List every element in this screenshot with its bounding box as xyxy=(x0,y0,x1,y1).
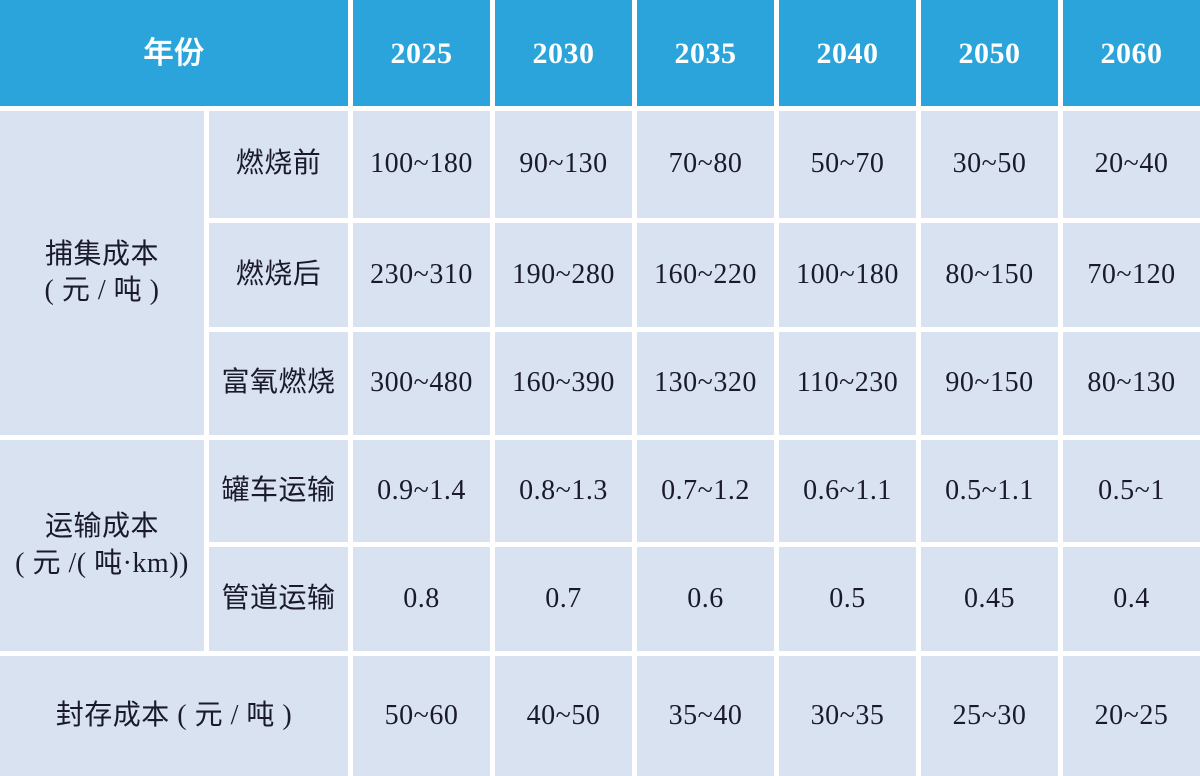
group-label-transport-line1: 运输成本 xyxy=(44,511,159,543)
row-label-tanker-transport: 罐车运输 xyxy=(209,440,348,542)
header-cell-2060: 2060 xyxy=(1063,0,1200,106)
group-label-capture-line1: 捕集成本 xyxy=(44,238,159,270)
data-cell: 35~40 xyxy=(637,656,774,776)
data-cell: 0.7~1.2 xyxy=(637,440,774,542)
header-cell-2050: 2050 xyxy=(921,0,1058,106)
data-cell: 300~480 xyxy=(353,332,490,435)
row-label-oxyfuel-combustion: 富氧燃烧 xyxy=(209,332,348,435)
data-cell: 90~130 xyxy=(495,111,632,218)
row-label-pre-combustion: 燃烧前 xyxy=(209,111,348,218)
group-label-transport-line2: ( 元 /( 吨·km)) xyxy=(15,547,189,579)
data-cell: 0.8 xyxy=(353,547,490,651)
group-label-capture-line2: ( 元 / 吨 ) xyxy=(44,275,160,306)
header-cell-2035: 2035 xyxy=(637,0,774,106)
data-cell: 110~230 xyxy=(779,332,916,435)
group-label-transport-cost: 运输成本 ( 元 /( 吨·km)) xyxy=(0,440,204,651)
data-cell: 30~50 xyxy=(921,111,1058,218)
data-cell: 50~60 xyxy=(353,656,490,776)
data-cell: 90~150 xyxy=(921,332,1058,435)
group-label-capture-cost: 捕集成本 ( 元 / 吨 ) xyxy=(0,111,204,435)
data-cell: 70~120 xyxy=(1063,223,1200,327)
data-cell: 20~25 xyxy=(1063,656,1200,776)
data-cell: 0.5 xyxy=(779,547,916,651)
data-cell: 40~50 xyxy=(495,656,632,776)
header-cell-2030: 2030 xyxy=(495,0,632,106)
data-cell: 160~390 xyxy=(495,332,632,435)
row-label-storage-cost: 封存成本 ( 元 / 吨 ) xyxy=(0,656,348,776)
data-cell: 25~30 xyxy=(921,656,1058,776)
data-cell: 0.5~1 xyxy=(1063,440,1200,542)
data-cell: 160~220 xyxy=(637,223,774,327)
data-cell: 0.45 xyxy=(921,547,1058,651)
data-cell: 0.4 xyxy=(1063,547,1200,651)
data-cell: 0.9~1.4 xyxy=(353,440,490,542)
data-cell: 50~70 xyxy=(779,111,916,218)
header-cell-2040: 2040 xyxy=(779,0,916,106)
data-cell: 230~310 xyxy=(353,223,490,327)
row-label-post-combustion: 燃烧后 xyxy=(209,223,348,327)
row-label-pipeline-transport: 管道运输 xyxy=(209,547,348,651)
data-cell: 0.7 xyxy=(495,547,632,651)
data-cell: 100~180 xyxy=(353,111,490,218)
data-cell: 80~130 xyxy=(1063,332,1200,435)
data-cell: 30~35 xyxy=(779,656,916,776)
data-cell: 130~320 xyxy=(637,332,774,435)
data-cell: 190~280 xyxy=(495,223,632,327)
data-cell: 0.5~1.1 xyxy=(921,440,1058,542)
data-cell: 100~180 xyxy=(779,223,916,327)
data-cell: 0.6~1.1 xyxy=(779,440,916,542)
data-cell: 0.6 xyxy=(637,547,774,651)
data-cell: 0.8~1.3 xyxy=(495,440,632,542)
header-cell-2025: 2025 xyxy=(353,0,490,106)
header-cell-year: 年份 xyxy=(0,0,348,106)
data-cell: 20~40 xyxy=(1063,111,1200,218)
data-cell: 80~150 xyxy=(921,223,1058,327)
data-cell: 70~80 xyxy=(637,111,774,218)
